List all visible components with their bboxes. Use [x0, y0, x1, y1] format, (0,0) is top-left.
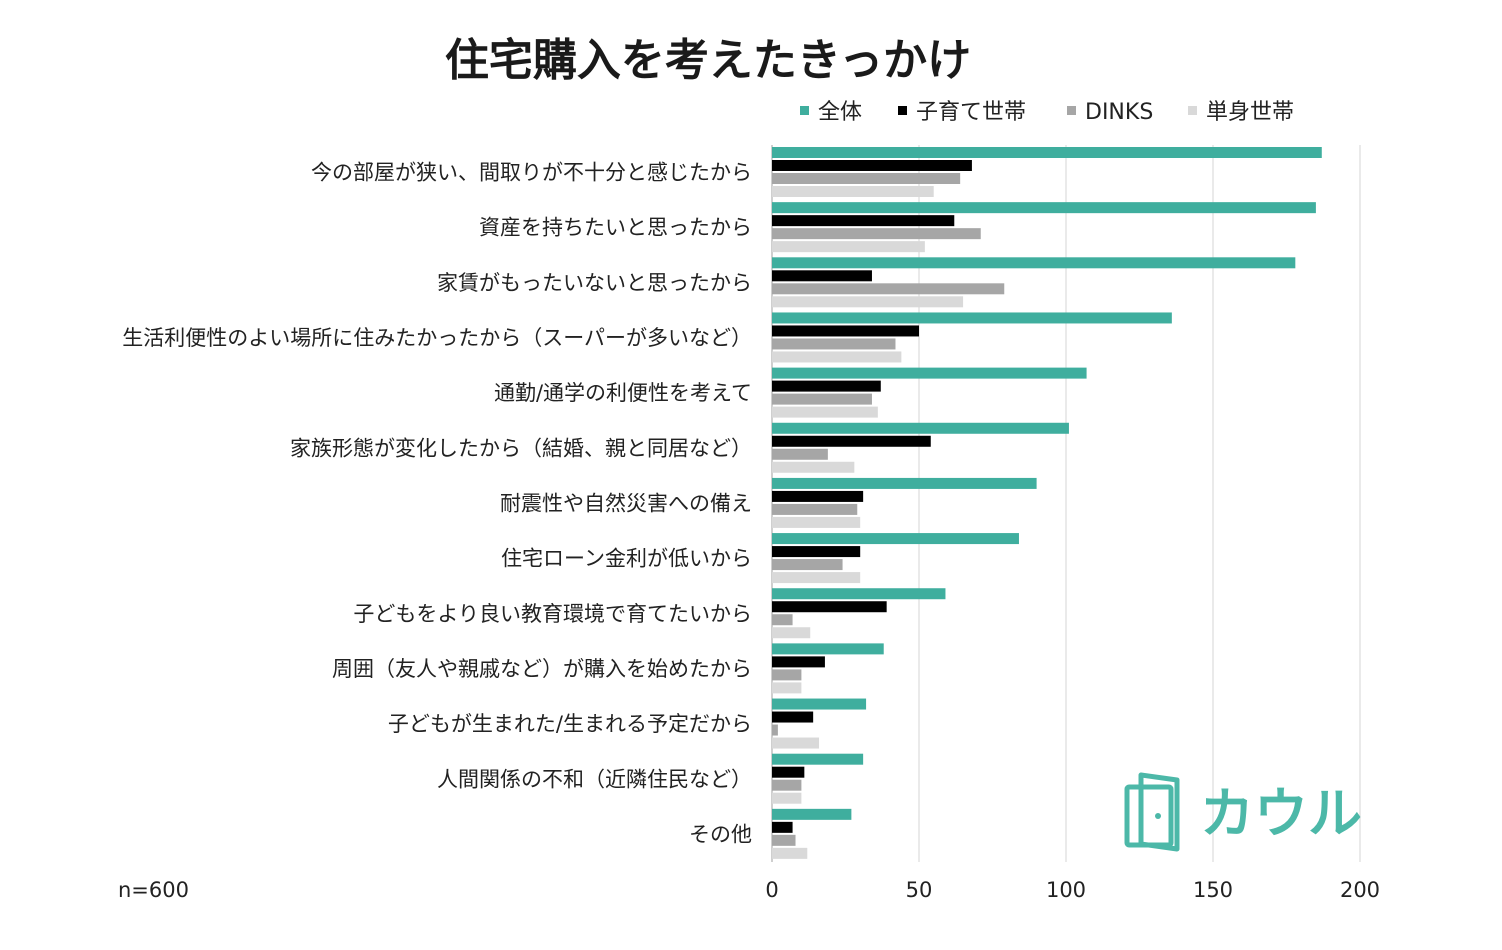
legend-swatch — [1188, 106, 1197, 115]
bar — [772, 669, 802, 681]
bar — [772, 461, 855, 473]
bar — [772, 516, 861, 528]
bar — [772, 808, 852, 820]
bar — [772, 559, 843, 571]
bar — [772, 228, 981, 240]
legend-label: DINKS — [1085, 100, 1153, 125]
category-label: 住宅ローン金利が低いから — [501, 547, 752, 571]
bar — [772, 601, 887, 613]
bar — [772, 711, 814, 723]
bar — [772, 270, 872, 282]
bar — [772, 614, 793, 626]
legend-swatch — [1067, 106, 1076, 115]
bar — [772, 753, 864, 765]
x-tick-label: 0 — [765, 878, 778, 902]
logo: カウル — [1124, 772, 1362, 852]
bar — [772, 724, 778, 736]
category-label: 資産を持ちたいと思ったから — [479, 216, 752, 240]
category-label: その他 — [689, 822, 752, 846]
bar — [772, 588, 946, 600]
bar — [772, 160, 972, 171]
x-tick-label: 50 — [906, 878, 933, 902]
logo-text: カウル — [1200, 782, 1362, 845]
bar — [772, 241, 925, 253]
legend-label: 子育て世帯 — [916, 100, 1026, 125]
category-label: 子どもが生まれた/生まれる予定だから — [388, 712, 752, 736]
bar — [772, 779, 802, 791]
bar — [772, 792, 802, 804]
bar — [772, 435, 931, 447]
bar — [772, 477, 1037, 489]
bar — [772, 503, 858, 515]
x-tick-label: 150 — [1193, 878, 1233, 902]
x-tick-label: 200 — [1340, 878, 1380, 902]
bar — [772, 338, 896, 350]
legend-label: 全体 — [818, 100, 862, 125]
bars — [772, 147, 1322, 859]
bar — [772, 766, 805, 778]
bar — [772, 834, 796, 846]
category-labels: 今の部屋が狭い、間取りが不十分と感じたから資産を持ちたいと思ったから家賃がもった… — [122, 161, 752, 847]
x-axis-ticks: 0 50 100 150 200 — [765, 878, 1380, 902]
bar — [772, 257, 1296, 269]
bar — [772, 627, 811, 639]
category-label: 家族形態が変化したから（結婚、親と同居など） — [290, 436, 752, 460]
legend-swatch — [898, 106, 907, 115]
bar — [772, 147, 1322, 158]
bar — [772, 215, 955, 227]
bar — [772, 393, 872, 405]
bar — [772, 325, 919, 337]
category-label: 家賃がもったいないと思ったから — [437, 271, 752, 295]
bar — [772, 312, 1172, 324]
bar — [772, 283, 1005, 295]
chart-title: 住宅購入を考えたきっかけ — [445, 35, 971, 86]
bar — [772, 698, 867, 710]
bar — [772, 682, 802, 694]
sample-size-note: n=600 — [118, 878, 189, 902]
bar — [772, 422, 1069, 434]
bar — [772, 367, 1087, 379]
legend-label: 単身世帯 — [1206, 100, 1294, 125]
category-label: 通勤/通学の利便性を考えて — [494, 381, 752, 405]
category-label: 子どもをより良い教育環境で育てたいから — [353, 602, 752, 626]
bar — [772, 533, 1019, 545]
bar — [772, 202, 1316, 214]
bar — [772, 643, 884, 655]
bar — [772, 351, 902, 363]
x-tick-label: 100 — [1046, 878, 1086, 902]
category-label: 人間関係の不和（近隣住民など） — [437, 767, 752, 791]
door-icon — [1124, 772, 1180, 852]
bar — [772, 737, 820, 749]
bar — [772, 448, 828, 460]
bar — [772, 821, 793, 833]
category-label: 生活利便性のよい場所に住みたかったから（スーパーが多いなど） — [122, 326, 752, 350]
bar — [772, 847, 808, 859]
bar — [772, 490, 864, 502]
category-label: 耐震性や自然災害への備え — [500, 492, 752, 516]
bar — [772, 656, 825, 668]
bar — [772, 296, 964, 308]
legend: 全体 子育て世帯 DINKS 単身世帯 — [800, 100, 1294, 125]
category-label: 今の部屋が狭い、間取りが不十分と感じたから — [311, 161, 752, 185]
category-label: 周囲（友人や親戚など）が購入を始めたから — [332, 657, 752, 681]
legend-swatch — [800, 106, 809, 115]
bar — [772, 546, 861, 558]
bar — [772, 186, 934, 197]
bar — [772, 173, 961, 184]
bar — [772, 406, 878, 418]
bar — [772, 380, 881, 392]
bar — [772, 572, 861, 584]
